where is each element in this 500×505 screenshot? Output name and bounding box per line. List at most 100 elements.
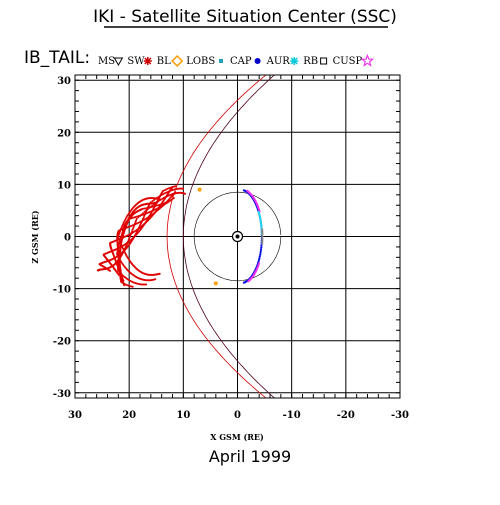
sw-point [154,202,157,205]
x-tick-label: 30 [68,410,82,421]
sw-point [135,219,138,222]
sw-point [155,201,158,204]
sw-point [136,229,139,232]
sw-point [130,231,133,234]
sw-point [134,222,136,225]
sw-point [152,203,155,206]
cap-point [260,246,263,249]
x-tick-label: 0 [234,410,241,421]
sw-point [140,220,143,223]
rb-point [261,238,264,242]
aur-point [260,224,263,227]
x-tick-label: -10 [283,410,301,421]
bl-point [213,281,218,286]
sw-point [142,207,145,210]
bow-shock-curve [166,75,267,398]
sw-point [131,216,134,219]
sw-point [149,205,152,208]
sw-point [148,206,151,209]
sw-point [174,185,177,188]
sw-point [162,189,165,192]
sw-point [151,200,154,203]
sw-point [143,214,146,217]
y-tick-label: 10 [57,180,71,191]
legend-label: BL [157,56,171,67]
sw-point [121,224,124,227]
aur-point [260,226,263,229]
rb-point [261,231,264,235]
rb-point [261,240,264,243]
cap-point [259,250,262,253]
y-ticks: 30 20 10 0 -10 -20 -30 [53,76,71,400]
sw-point [149,201,152,204]
legend-marker [171,54,184,68]
sw-point [133,224,136,226]
y-tick-label: 20 [57,128,71,139]
sw-point [140,213,143,216]
legend-marker [254,58,261,64]
cap-point [258,257,261,260]
sw-point [142,212,144,215]
legend-label: RB [303,56,318,67]
legend-marker [219,59,223,63]
legend-marker [290,57,299,65]
sw-point [163,189,166,192]
legend-label: MS [98,56,115,67]
sw-point [159,194,162,197]
y-tick-label: -20 [53,337,71,348]
legend-label: LOBS [186,56,215,67]
sw-point [129,234,132,237]
rb-point [261,230,264,233]
sw-point [132,227,135,230]
sw-point [157,195,160,198]
earth-marker [231,230,244,243]
legend-marker [113,57,124,67]
sw-point [138,215,141,217]
sw-point [131,230,134,233]
sw-point [146,208,149,211]
sw-point [146,212,149,214]
sw-point [143,210,146,213]
x-axis-label: X GSM (RE) [210,432,264,442]
rb-point [261,235,264,238]
legend-label: CUSP [333,56,363,67]
cap-point [258,255,261,258]
x-tick-label: 10 [176,410,190,421]
sw-point [153,199,155,201]
plot-frame [74,74,401,399]
aur-point [257,210,260,214]
sw-point [132,225,135,228]
data-points [96,185,264,288]
rb-point [261,237,264,240]
sw-point [122,223,125,226]
sw-point [128,236,131,239]
sw-point [118,240,121,243]
sw-point [137,216,140,219]
y-tick-label: 30 [57,76,71,87]
reference-circle [193,191,282,282]
x-tick-label: -30 [391,410,409,421]
x-ticks: 30 20 10 0 -10 -20 -30 [68,410,409,421]
legend-label: CAP [230,56,252,67]
sw-point [184,192,187,195]
sw-point [131,228,134,231]
sw-point [151,204,154,207]
sw-point [118,242,121,245]
legend-marker [320,57,328,65]
legend: MS SW BL LOBS CAP AUR RB CUSP [98,53,375,68]
sw-point [141,219,144,222]
legend-label: AUR [266,56,291,67]
cap-point [259,253,262,256]
rb-point [261,228,264,231]
cusp-point [246,189,249,193]
sw-point [128,237,131,240]
sw-point [138,226,140,229]
chart-subtitle: IB_TAIL: [24,48,90,68]
boundary-curves [166,75,282,398]
y-tick-label: -10 [53,285,71,296]
y-tick-label: -30 [53,389,71,400]
cusp-point [257,262,261,265]
legend-marker [360,53,375,67]
rb-point [261,233,264,236]
